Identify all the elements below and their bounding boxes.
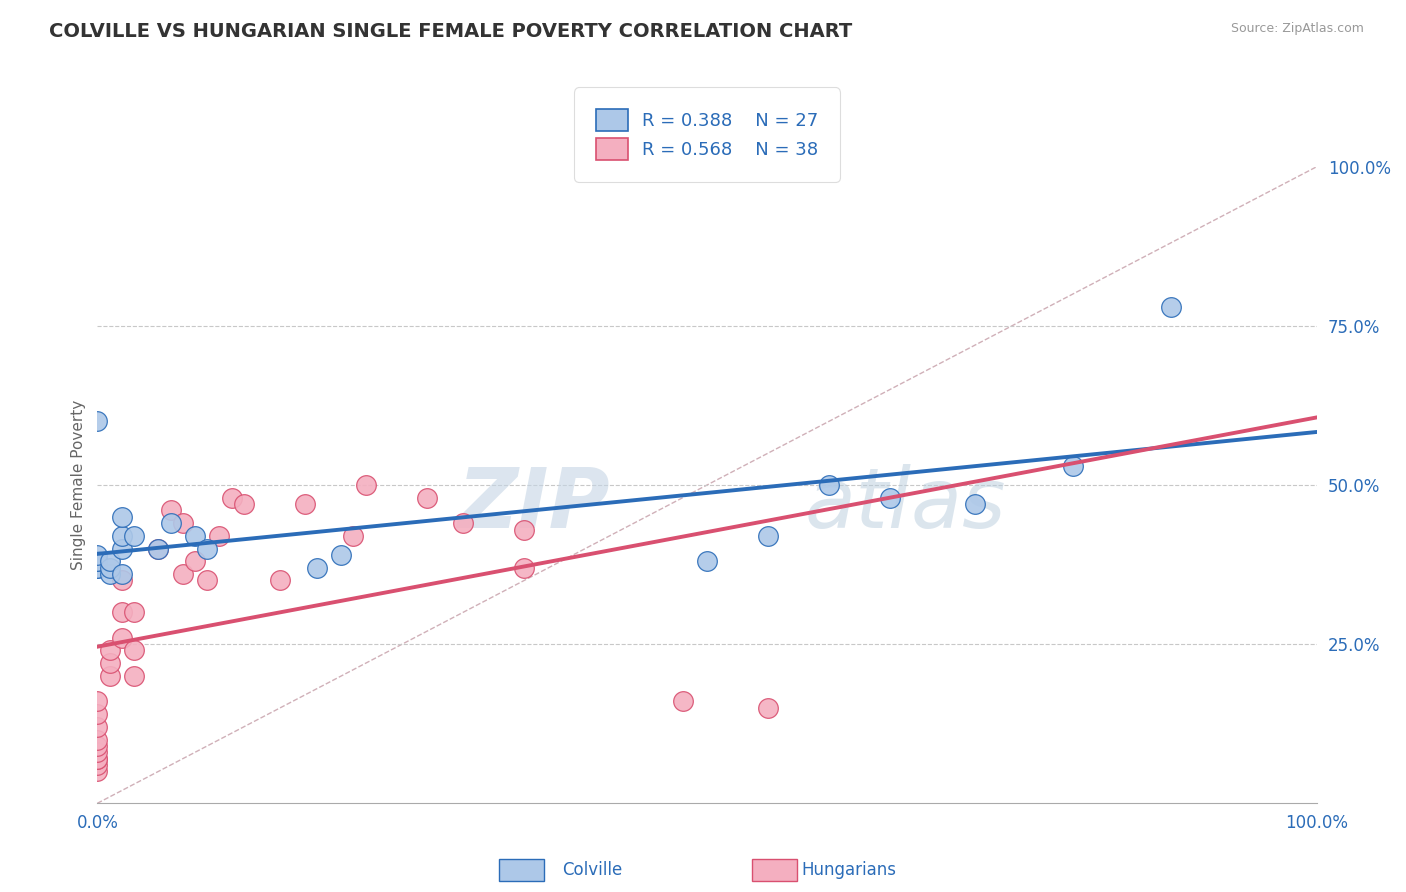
Point xyxy=(86,720,108,734)
Point xyxy=(98,567,121,582)
Point xyxy=(879,491,901,505)
Point xyxy=(208,529,231,543)
Point xyxy=(98,657,121,671)
Point xyxy=(86,414,108,428)
Point xyxy=(696,554,718,568)
Point xyxy=(184,529,207,543)
Point xyxy=(122,605,145,619)
Point xyxy=(122,529,145,543)
Point xyxy=(756,529,779,543)
Point xyxy=(86,758,108,772)
Point xyxy=(342,529,364,543)
Point xyxy=(111,631,134,645)
Point xyxy=(148,541,170,556)
Point xyxy=(1160,300,1182,314)
Point xyxy=(86,752,108,766)
Point xyxy=(86,560,108,574)
Point xyxy=(111,574,134,588)
Point xyxy=(86,554,108,568)
Point xyxy=(98,643,121,657)
Point xyxy=(756,700,779,714)
Point xyxy=(221,491,243,505)
Point xyxy=(111,605,134,619)
Point xyxy=(184,554,207,568)
Point xyxy=(86,554,108,568)
Text: Hungarians: Hungarians xyxy=(801,861,897,879)
Point xyxy=(172,516,194,530)
Point xyxy=(122,669,145,683)
Point xyxy=(195,541,218,556)
Text: atlas: atlas xyxy=(804,464,1007,544)
Point xyxy=(86,752,108,766)
Point xyxy=(122,643,145,657)
Point xyxy=(111,541,134,556)
Point xyxy=(86,707,108,722)
Point xyxy=(269,574,291,588)
Point xyxy=(294,497,316,511)
Y-axis label: Single Female Poverty: Single Female Poverty xyxy=(72,400,86,570)
Point xyxy=(965,497,987,511)
Point xyxy=(98,554,121,568)
Point xyxy=(354,478,377,492)
Point xyxy=(1062,458,1084,473)
Point xyxy=(451,516,474,530)
Point xyxy=(111,567,134,582)
Point xyxy=(86,548,108,562)
Text: Colville: Colville xyxy=(562,861,623,879)
Point xyxy=(148,541,170,556)
Point xyxy=(86,745,108,759)
Point xyxy=(172,567,194,582)
Point xyxy=(86,739,108,753)
Point xyxy=(111,529,134,543)
Point xyxy=(111,509,134,524)
Point xyxy=(86,764,108,779)
Point xyxy=(195,574,218,588)
Point xyxy=(86,694,108,708)
Point xyxy=(415,491,437,505)
Legend: R = 0.388    N = 27, R = 0.568    N = 38: R = 0.388 N = 27, R = 0.568 N = 38 xyxy=(579,93,835,177)
Point xyxy=(98,560,121,574)
Point xyxy=(513,560,536,574)
Point xyxy=(818,478,841,492)
Point xyxy=(86,560,108,574)
Point xyxy=(672,694,695,708)
Text: COLVILLE VS HUNGARIAN SINGLE FEMALE POVERTY CORRELATION CHART: COLVILLE VS HUNGARIAN SINGLE FEMALE POVE… xyxy=(49,22,852,41)
Point xyxy=(513,523,536,537)
Point xyxy=(330,548,353,562)
Point xyxy=(86,732,108,747)
Point xyxy=(305,560,328,574)
Point xyxy=(232,497,254,511)
Point xyxy=(159,516,181,530)
Point xyxy=(98,669,121,683)
Text: Source: ZipAtlas.com: Source: ZipAtlas.com xyxy=(1230,22,1364,36)
Point xyxy=(159,503,181,517)
Text: ZIP: ZIP xyxy=(457,464,610,544)
